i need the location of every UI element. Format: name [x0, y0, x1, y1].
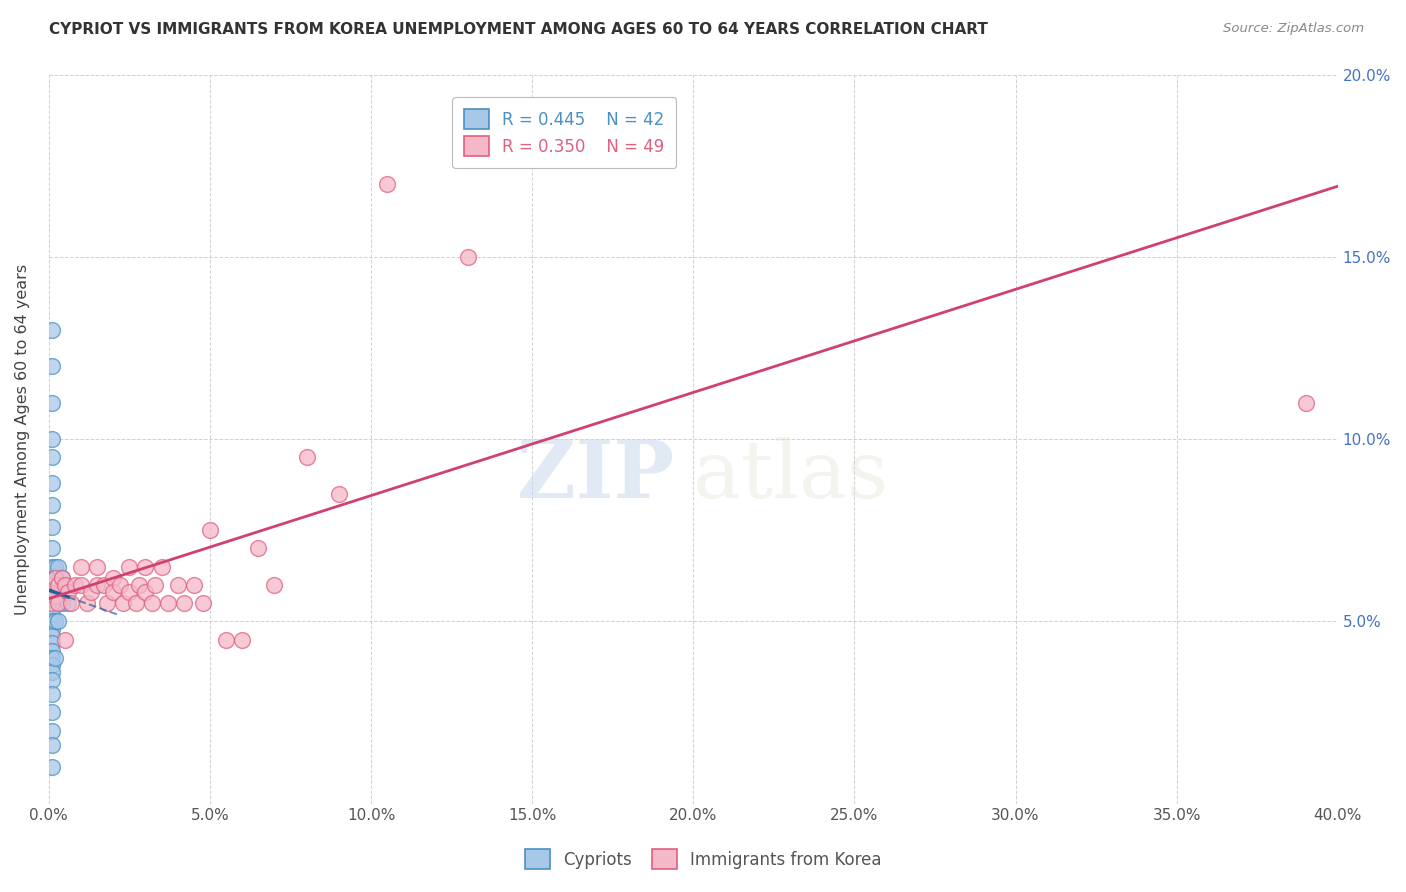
Point [128, 578, 150, 592]
Point [231, 632, 253, 647]
Point [44, 615, 66, 629]
Point [41, 643, 63, 657]
Point [70, 559, 93, 574]
Point [111, 596, 134, 610]
Point [183, 578, 205, 592]
Text: atlas: atlas [693, 436, 889, 515]
Point [41, 665, 63, 680]
Point [41, 629, 63, 643]
Point [328, 487, 350, 501]
Point [63, 578, 86, 592]
Point [41, 323, 63, 337]
Text: CYPRIOT VS IMMIGRANTS FROM KOREA UNEMPLOYMENT AMONG AGES 60 TO 64 YEARS CORRELAT: CYPRIOT VS IMMIGRANTS FROM KOREA UNEMPLO… [49, 22, 988, 37]
Point [44, 585, 66, 599]
Point [41, 658, 63, 673]
Point [48, 578, 70, 592]
Point [48, 578, 70, 592]
Point [173, 596, 195, 610]
Point [457, 250, 479, 264]
Point [553, 140, 575, 154]
Point [93, 578, 115, 592]
Point [48, 559, 70, 574]
Point [295, 450, 318, 465]
Point [76, 596, 98, 610]
Point [150, 559, 173, 574]
Point [41, 622, 63, 636]
Point [41, 578, 63, 592]
Point [193, 596, 215, 610]
Point [375, 177, 398, 191]
Point [134, 585, 156, 599]
Point [103, 585, 125, 599]
Point [41, 585, 63, 599]
Point [56, 585, 79, 599]
Legend: Cypriots, Immigrants from Korea: Cypriots, Immigrants from Korea [515, 838, 891, 880]
Point [41, 673, 63, 687]
Point [44, 559, 66, 574]
Point [79, 585, 101, 599]
Point [41, 359, 63, 373]
Point [41, 498, 63, 512]
Point [53, 632, 76, 647]
Point [86, 578, 108, 592]
Point [141, 596, 163, 610]
Point [53, 578, 76, 592]
Point [44, 650, 66, 665]
Point [41, 739, 63, 753]
Point [41, 395, 63, 409]
Point [263, 578, 285, 592]
Point [41, 592, 63, 607]
Point [41, 578, 63, 592]
Point [41, 450, 63, 465]
Point [44, 589, 66, 603]
Point [51, 596, 73, 610]
Point [44, 571, 66, 585]
Point [41, 432, 63, 446]
Point [86, 559, 108, 574]
Point [41, 596, 63, 610]
Point [41, 559, 63, 574]
Point [125, 596, 148, 610]
Text: Source: ZipAtlas.com: Source: ZipAtlas.com [1223, 22, 1364, 36]
Point [41, 687, 63, 701]
Point [41, 615, 63, 629]
Point [198, 523, 221, 537]
Point [96, 596, 118, 610]
Legend: R = 0.445    N = 42, R = 0.350    N = 49: R = 0.445 N = 42, R = 0.350 N = 49 [453, 97, 676, 168]
Point [41, 571, 63, 585]
Point [166, 578, 188, 592]
Point [48, 596, 70, 610]
Point [118, 559, 141, 574]
Y-axis label: Unemployment Among Ages 60 to 64 years: Unemployment Among Ages 60 to 64 years [15, 263, 30, 615]
Point [41, 475, 63, 490]
Point [48, 615, 70, 629]
Point [1295, 395, 1317, 409]
Point [53, 578, 76, 592]
Point [41, 760, 63, 774]
Point [41, 636, 63, 650]
Point [41, 599, 63, 614]
Point [41, 607, 63, 621]
Point [134, 559, 156, 574]
Point [215, 632, 238, 647]
Point [44, 571, 66, 585]
Point [247, 541, 270, 556]
Point [56, 596, 79, 610]
Point [118, 585, 141, 599]
Point [70, 578, 93, 592]
Point [108, 578, 131, 592]
Point [41, 650, 63, 665]
Point [41, 541, 63, 556]
Point [103, 571, 125, 585]
Point [41, 519, 63, 533]
Point [51, 571, 73, 585]
Text: ZIP: ZIP [517, 436, 673, 515]
Point [143, 578, 166, 592]
Point [41, 723, 63, 738]
Point [51, 571, 73, 585]
Point [60, 596, 83, 610]
Point [156, 596, 179, 610]
Point [41, 706, 63, 720]
